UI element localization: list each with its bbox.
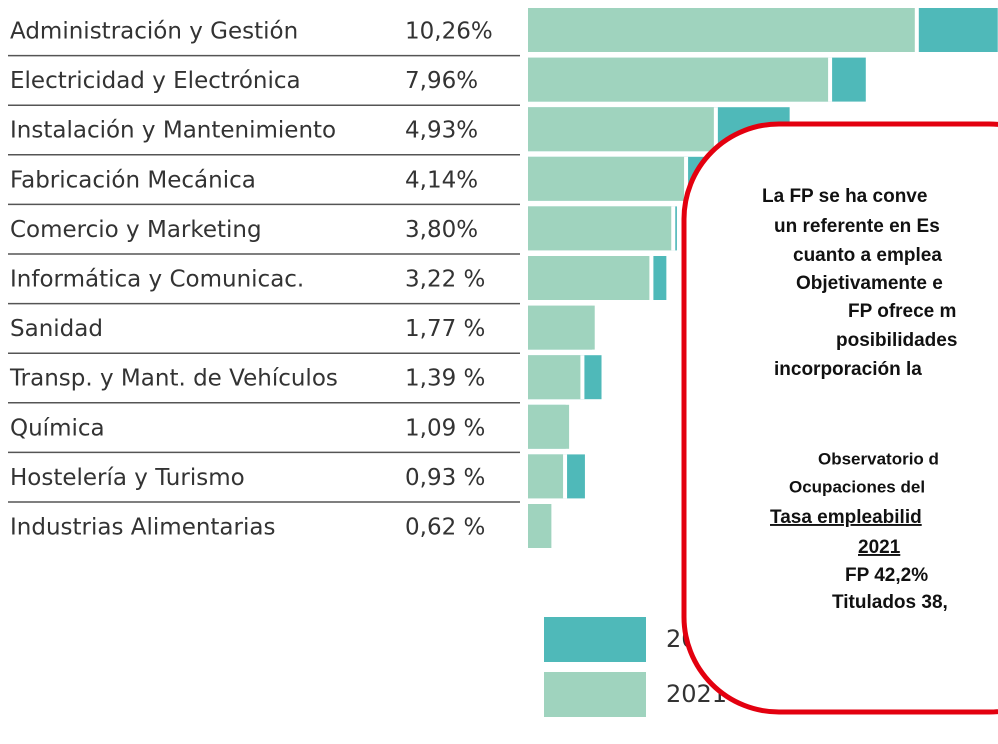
value-label: 4,14% bbox=[405, 167, 478, 193]
category-label: Comercio y Marketing bbox=[10, 217, 262, 243]
category-label: Industrias Alimentarias bbox=[10, 515, 275, 541]
value-label: 3,22 % bbox=[405, 267, 485, 293]
category-label: Transp. y Mant. de Vehículos bbox=[9, 366, 338, 392]
callout-text: posibilidades bbox=[836, 330, 957, 351]
value-label: 0,93 % bbox=[405, 465, 485, 491]
bar-2021 bbox=[528, 305, 595, 350]
category-label: Química bbox=[10, 415, 105, 441]
category-label: Fabricación Mecánica bbox=[10, 167, 256, 193]
category-label: Electricidad y Electrónica bbox=[10, 68, 301, 94]
bar-2021 bbox=[528, 504, 552, 548]
value-label: 0,62 % bbox=[405, 515, 485, 541]
callout-highlight: Tasa empleabilid bbox=[770, 507, 922, 528]
category-label: Sanidad bbox=[10, 316, 103, 342]
bar-2021 bbox=[528, 206, 672, 251]
bar-2021 bbox=[528, 404, 570, 449]
bar-2021 bbox=[528, 454, 564, 499]
value-label: 4,93% bbox=[405, 118, 478, 144]
callout-text: Objetivamente e bbox=[796, 273, 943, 294]
callout-text: cuanto a emplea bbox=[793, 245, 942, 266]
bar-2021 bbox=[528, 57, 829, 102]
callout-stat: FP 42,2% bbox=[845, 565, 928, 586]
callout-highlight: 2021 bbox=[858, 537, 901, 558]
callout-source: Observatorio d bbox=[818, 449, 939, 468]
callout-text: un referente en Es bbox=[774, 216, 940, 237]
value-label: 10,26% bbox=[405, 19, 493, 45]
value-label: 7,96% bbox=[405, 68, 478, 94]
category-label: Instalación y Mantenimiento bbox=[10, 118, 336, 144]
callout-box bbox=[681, 121, 998, 715]
callout-text: FP ofrece m bbox=[848, 301, 956, 322]
value-label: 3,80% bbox=[405, 217, 478, 243]
bar-2021 bbox=[528, 8, 915, 52]
category-label: Administración y Gestión bbox=[10, 19, 298, 45]
category-label: Informática y Comunicac. bbox=[10, 267, 304, 293]
callout-stat: Titulados 38, bbox=[832, 592, 948, 613]
callout-text: incorporación la bbox=[774, 359, 922, 380]
value-label: 1,39 % bbox=[405, 366, 485, 392]
legend-swatch bbox=[544, 617, 646, 662]
bar-2021 bbox=[528, 256, 650, 300]
bar-2021 bbox=[528, 107, 714, 152]
legend-swatch bbox=[544, 672, 646, 717]
value-label: 1,77 % bbox=[405, 316, 485, 342]
value-label: 1,09 % bbox=[405, 415, 485, 441]
category-label: Hostelería y Turismo bbox=[10, 465, 245, 491]
callout-text: La FP se ha conve bbox=[762, 186, 927, 207]
bar-2021 bbox=[528, 156, 685, 201]
bar-2021 bbox=[528, 355, 581, 400]
callout-source: Ocupaciones del bbox=[789, 477, 925, 496]
